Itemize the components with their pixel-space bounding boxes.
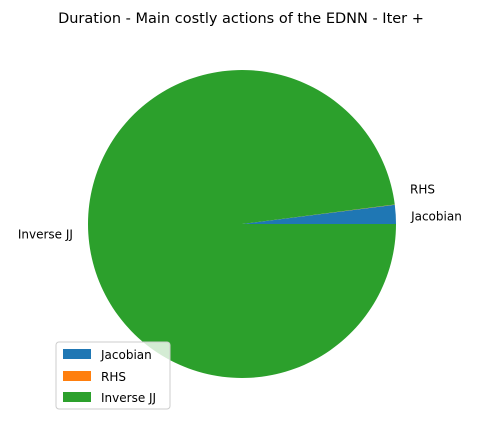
slice-labels: Jacobian RHS Inverse JJ (18, 183, 462, 242)
legend-label-inverse-jj: Inverse JJ (101, 391, 156, 405)
legend-swatch-inverse-jj (63, 392, 91, 402)
pie-slices (87, 69, 396, 378)
slice-label-inverse-jj: Inverse JJ (18, 228, 73, 242)
legend-label-rhs: RHS (101, 370, 126, 384)
legend: Jacobian RHS Inverse JJ (55, 341, 171, 410)
legend-label-jacobian: Jacobian (100, 348, 152, 362)
slice-label-rhs: RHS (410, 183, 435, 197)
pie-slice-inverse-jj (87, 69, 396, 378)
slice-label-jacobian: Jacobian (410, 209, 462, 223)
pie-slice-rhs (242, 204, 395, 224)
pie-slice-jacobian (242, 204, 396, 224)
chart-title: Duration - Main costly actions of the ED… (58, 11, 424, 27)
legend-swatch-rhs (63, 371, 91, 381)
legend-swatch-jacobian (63, 349, 91, 359)
